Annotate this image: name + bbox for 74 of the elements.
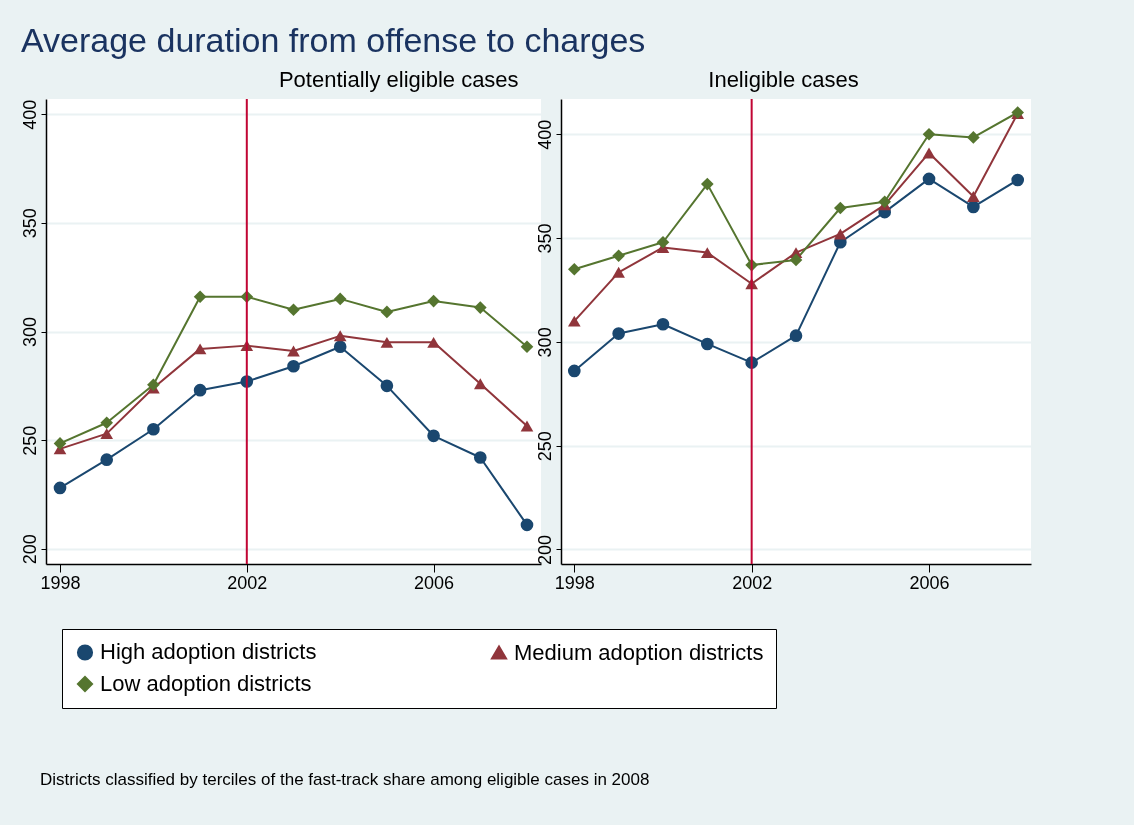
point	[656, 235, 670, 249]
y-tick-label: 250	[534, 431, 555, 462]
point	[100, 428, 114, 440]
point	[834, 228, 847, 240]
y-tick-label: 200	[19, 534, 40, 565]
point	[612, 266, 625, 278]
point	[193, 343, 207, 355]
point	[380, 379, 394, 393]
point	[612, 327, 625, 340]
x-tick-label: 1998	[554, 572, 595, 593]
point	[967, 131, 980, 144]
point	[427, 429, 440, 443]
chart-subtitle: Ineligible cases	[708, 67, 859, 92]
y-tick-label: 200	[534, 534, 555, 565]
point	[567, 262, 581, 276]
point	[656, 317, 670, 331]
y-tick-label: 350	[534, 223, 555, 254]
y-tick-label: 250	[19, 425, 40, 456]
point	[567, 315, 581, 327]
point	[520, 340, 534, 354]
point	[193, 290, 207, 304]
point	[333, 292, 347, 306]
point	[473, 301, 487, 314]
x-tick-label: 2002	[227, 572, 268, 593]
point	[789, 253, 803, 267]
legend-label: High adoption districts	[100, 639, 317, 665]
point	[380, 305, 394, 319]
y-tick-label: 400	[534, 119, 555, 150]
x-tick-label: 2002	[732, 572, 773, 593]
legend-label: Low adoption districts	[100, 671, 312, 696]
point	[100, 416, 114, 430]
point	[53, 437, 67, 450]
point	[427, 294, 440, 308]
point	[473, 378, 487, 390]
point	[427, 336, 440, 348]
point	[287, 345, 300, 357]
point	[922, 172, 936, 186]
point	[878, 195, 891, 209]
point	[834, 201, 847, 215]
y-tick-label: 400	[19, 99, 40, 130]
point	[567, 364, 581, 378]
point	[100, 453, 114, 467]
point	[612, 249, 625, 263]
point	[473, 451, 487, 464]
point	[147, 378, 160, 392]
x-tick-label: 2006	[909, 572, 950, 593]
point	[520, 420, 534, 432]
point	[701, 177, 714, 191]
y-tick-label: 300	[19, 316, 40, 348]
point	[147, 422, 160, 436]
point	[701, 247, 714, 259]
point	[967, 191, 980, 203]
point	[287, 303, 300, 317]
point	[333, 330, 347, 342]
point	[333, 340, 347, 354]
point	[380, 336, 394, 348]
point	[287, 359, 300, 373]
point	[53, 481, 67, 495]
x-tick-label: 1998	[40, 572, 81, 593]
chart-subtitle: Potentially eligible cases	[278, 67, 519, 92]
point	[520, 518, 534, 532]
point	[789, 329, 803, 342]
y-tick-label: 350	[19, 208, 40, 239]
point	[967, 200, 980, 214]
point	[922, 127, 936, 141]
y-tick-label: 300	[534, 327, 555, 358]
chart-title: Average duration from offense to charges	[21, 21, 646, 59]
point	[701, 337, 714, 351]
text: Districts classified by terciles of the fast-track share among eligible cases in 2008	[40, 770, 650, 790]
point	[193, 383, 207, 397]
legend-label: Medium adoption districts	[514, 639, 764, 665]
x-tick-label: 2006	[414, 572, 455, 593]
point	[922, 147, 936, 159]
point	[1011, 173, 1025, 187]
